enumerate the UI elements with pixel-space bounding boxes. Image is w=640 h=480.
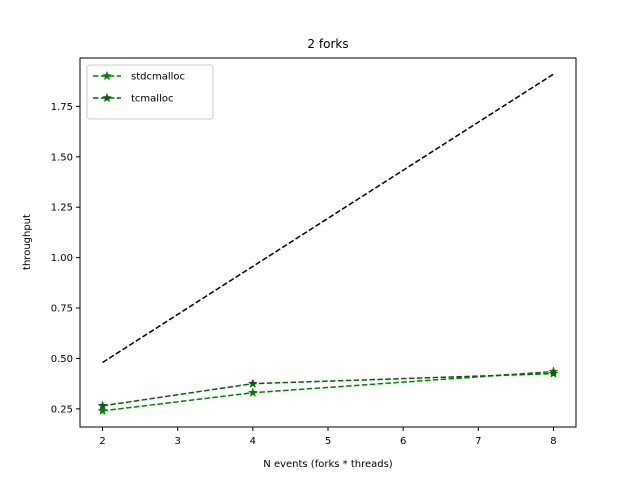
y-tick-label: 0.50 bbox=[51, 354, 73, 365]
series-point-tcmalloc bbox=[247, 378, 258, 388]
x-tick-label: 4 bbox=[250, 436, 256, 447]
series-point-stdcmalloc bbox=[247, 387, 258, 397]
chart-title: 2 forks bbox=[307, 37, 348, 51]
series-line-series-2 bbox=[102, 73, 554, 364]
x-axis-label: N events (forks * threads) bbox=[263, 459, 393, 470]
x-tick-label: 8 bbox=[550, 436, 556, 447]
y-tick-label: 1.00 bbox=[51, 253, 73, 264]
legend-marker-tcmalloc bbox=[102, 92, 112, 103]
x-tick-label: 5 bbox=[325, 436, 331, 447]
x-tick-label: 2 bbox=[99, 436, 105, 447]
y-axis: 0.25 0.50 0.75 1.00 1.25 1.50 1.75 bbox=[51, 102, 80, 415]
series-point-tcmalloc bbox=[548, 368, 559, 378]
y-axis-label: throughput bbox=[22, 214, 33, 270]
legend-marker-stdcmalloc bbox=[102, 70, 112, 81]
x-tick-label: 7 bbox=[475, 436, 481, 447]
legend-frame bbox=[86, 64, 214, 120]
y-tick-label: 1.50 bbox=[51, 152, 73, 163]
plot-area bbox=[97, 73, 559, 416]
legend-label-stdcmalloc: stdcmalloc bbox=[131, 72, 185, 83]
legend: stdcmalloc tcmalloc bbox=[86, 64, 214, 120]
y-tick-label: 1.75 bbox=[51, 102, 73, 113]
legend-label-tcmalloc: tcmalloc bbox=[131, 94, 173, 105]
series-point-tcmalloc bbox=[97, 400, 108, 411]
y-tick-label: 0.75 bbox=[51, 304, 73, 315]
x-axis: 2 3 4 5 6 7 8 bbox=[99, 427, 557, 447]
y-tick-label: 1.25 bbox=[51, 203, 73, 214]
x-tick-label: 6 bbox=[400, 436, 406, 447]
x-tick-label: 3 bbox=[175, 436, 181, 447]
series-point-stdcmalloc bbox=[97, 405, 108, 416]
y-tick-label: 0.25 bbox=[51, 404, 73, 415]
